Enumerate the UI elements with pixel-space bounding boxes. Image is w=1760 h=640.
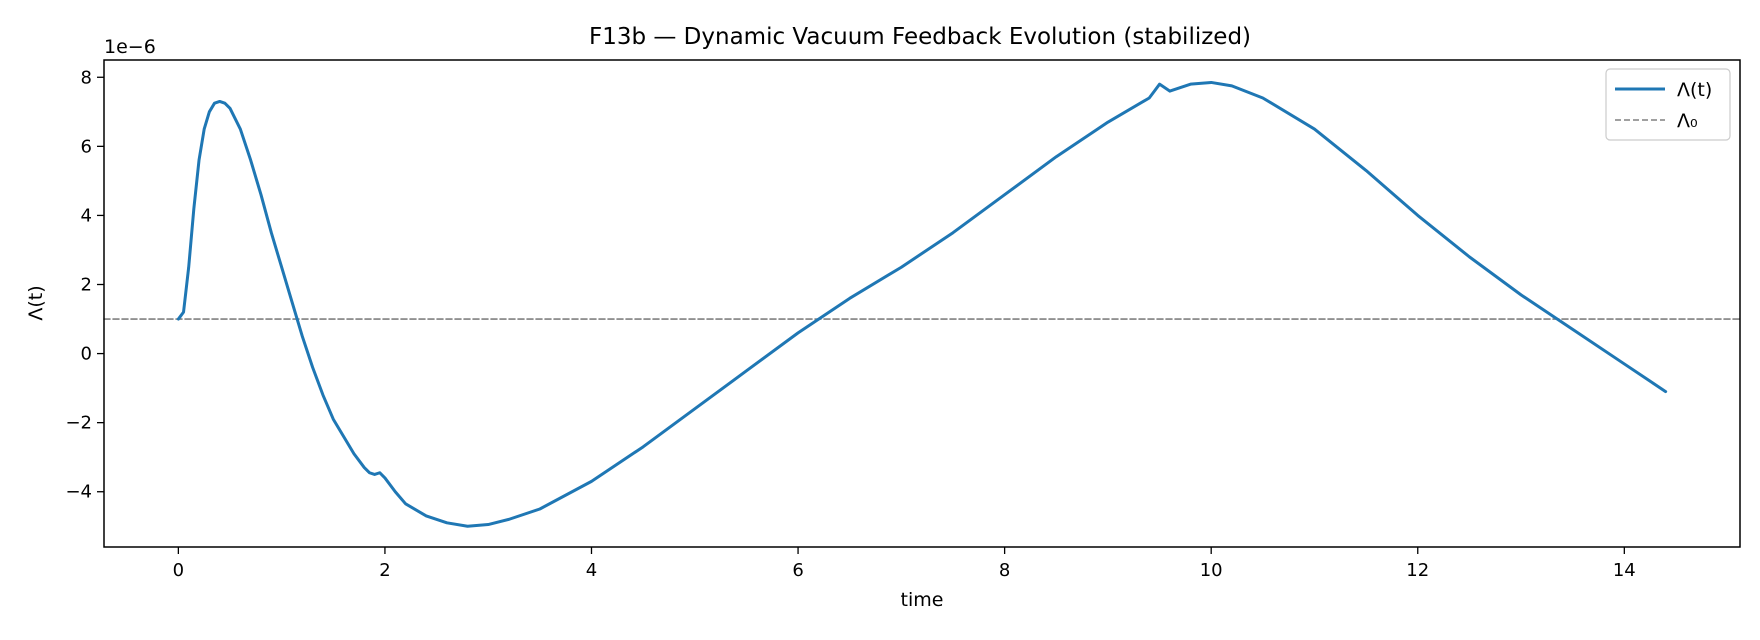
y-axis-ticks: −4 −2 0 2 4 6 8 bbox=[65, 67, 104, 503]
series-layer bbox=[103, 80, 1741, 528]
y-tick-label: 0 bbox=[81, 344, 92, 365]
legend-label-lambda-0: Λ₀ bbox=[1677, 110, 1698, 132]
x-tick-label: 0 bbox=[173, 560, 184, 581]
x-tick-label: 2 bbox=[379, 560, 390, 581]
legend: Λ(t) Λ₀ bbox=[1605, 68, 1731, 141]
series-line-0 bbox=[176, 80, 1668, 528]
y-offset-label: 1e−6 bbox=[104, 36, 156, 58]
legend-box bbox=[1605, 68, 1731, 141]
x-tick-label: 14 bbox=[1613, 560, 1636, 581]
plot-area bbox=[103, 59, 1741, 548]
x-tick-label: 4 bbox=[586, 560, 597, 581]
chart-title: F13b — Dynamic Vacuum Feedback Evolution… bbox=[589, 24, 1251, 50]
y-tick-label: −4 bbox=[65, 482, 92, 503]
y-axis-label: Λ(t) bbox=[25, 285, 47, 320]
x-axis-label: time bbox=[901, 589, 944, 611]
x-axis-ticks: 0 2 4 6 8 10 12 14 bbox=[173, 547, 1636, 581]
x-tick-label: 12 bbox=[1406, 560, 1429, 581]
x-tick-label: 8 bbox=[999, 560, 1010, 581]
y-tick-label: 8 bbox=[81, 67, 92, 88]
axes-frame bbox=[103, 59, 1741, 548]
y-tick-label: −2 bbox=[65, 413, 92, 434]
x-tick-label: 6 bbox=[792, 560, 803, 581]
x-tick-label: 10 bbox=[1200, 560, 1223, 581]
legend-label-lambda-t: Λ(t) bbox=[1677, 79, 1712, 101]
y-tick-label: 6 bbox=[81, 136, 92, 157]
y-tick-label: 2 bbox=[81, 275, 92, 296]
y-tick-label: 4 bbox=[81, 205, 92, 226]
